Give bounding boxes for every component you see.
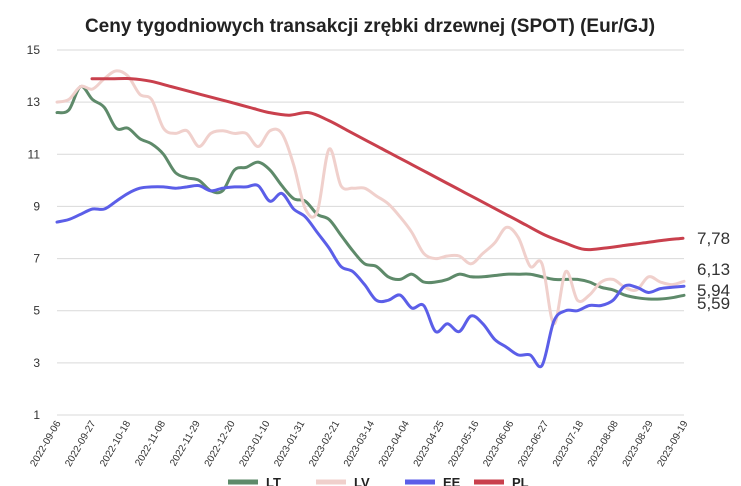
x-tick-label: 2023-09-19 <box>655 419 690 469</box>
x-tick-label: 2022-12-20 <box>203 419 238 469</box>
legend-label: LV <box>354 475 370 486</box>
x-tick-label: 2022-09-27 <box>63 419 98 469</box>
y-tick-label: 9 <box>33 199 40 213</box>
legend-label: PL <box>512 475 529 486</box>
gridlines <box>57 49 684 416</box>
series-line-lt <box>55 84 686 301</box>
x-tick-label: 2023-08-29 <box>621 419 656 469</box>
y-tick-label: 3 <box>33 356 40 370</box>
y-tick-label: 7 <box>33 252 40 266</box>
x-tick-label: 2023-08-08 <box>586 419 621 469</box>
chart-title: Ceny tygodniowych transakcji zrębki drze… <box>85 16 655 37</box>
y-tick-label: 11 <box>28 147 41 161</box>
end-value-label: 6,13 <box>697 260 730 279</box>
x-tick-label: 2023-04-04 <box>377 419 412 469</box>
y-tick-label: 15 <box>27 43 41 57</box>
y-tick-label: 5 <box>33 304 40 318</box>
x-tick-label: 2023-03-14 <box>342 419 377 469</box>
y-tick-label: 13 <box>27 95 41 109</box>
end-value-labels: 7,78 6,13 5,945,59 <box>697 229 730 313</box>
x-tick-label: 2022-11-29 <box>168 419 203 469</box>
x-tick-label: 2023-07-18 <box>551 419 586 469</box>
x-tick-label: 2023-04-25 <box>412 419 447 469</box>
legend-label: EE <box>443 475 461 486</box>
x-tick-label: 2023-01-10 <box>237 419 272 469</box>
x-tick-label: 2022-11-08 <box>133 419 168 469</box>
x-tick-label: 2022-09-06 <box>28 419 63 469</box>
x-tick-label: 2023-06-27 <box>516 419 551 469</box>
end-value-label: 5,59 <box>697 294 730 313</box>
end-value-label: 5,94 <box>697 281 730 300</box>
x-tick-label: 2023-05-16 <box>446 419 481 469</box>
x-tick-label: 2023-02-21 <box>307 419 342 469</box>
legend: LT LV EE PL <box>228 475 529 486</box>
end-value-label: 7,78 <box>697 229 730 248</box>
x-tick-label: 2023-01-31 <box>272 419 307 469</box>
y-tick-label: 1 <box>33 408 40 422</box>
x-tick-label: 2023-06-06 <box>481 419 516 469</box>
x-axis-ticks: 2022-09-06 2022-09-27 2022-10-18 2022-11-08… <box>28 419 690 469</box>
legend-label: LT <box>266 475 281 486</box>
series-line-pl <box>90 76 685 252</box>
series-line-lv <box>55 69 686 326</box>
series-line-ee <box>55 183 686 369</box>
x-tick-label: 2022-10-18 <box>98 419 133 469</box>
series-lines <box>55 69 686 369</box>
